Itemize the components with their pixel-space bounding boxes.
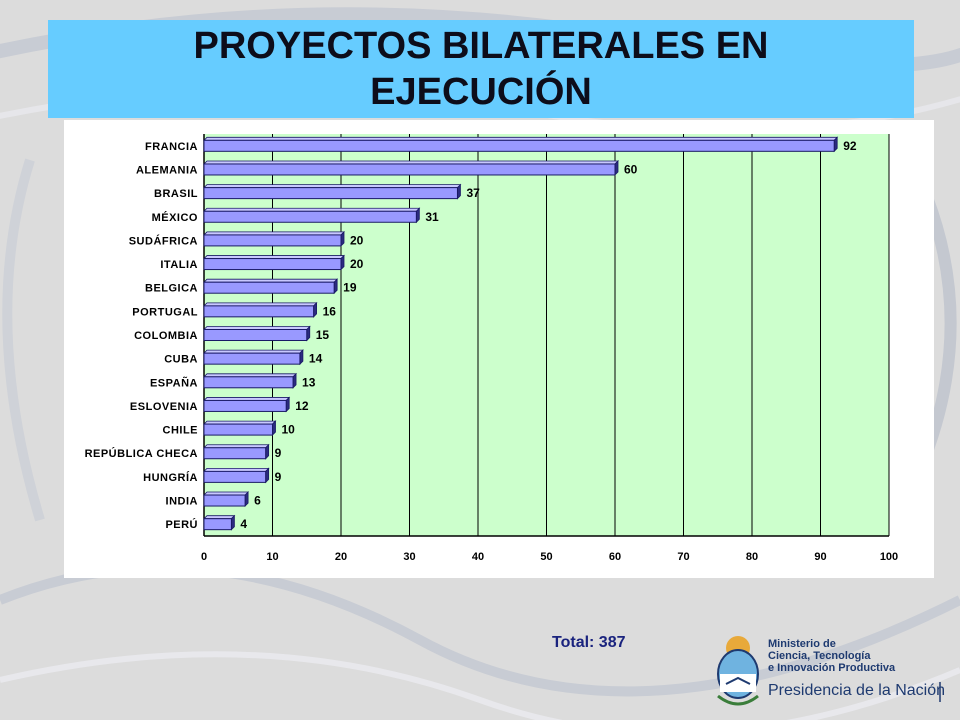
y-category-label: COLOMBIA — [134, 330, 198, 342]
y-category-label: HUNGRÍA — [143, 471, 198, 484]
bar-10 — [203, 376, 294, 389]
x-tick-label: 90 — [814, 551, 826, 563]
bar-14 — [203, 470, 267, 483]
x-tick-label: 60 — [609, 551, 621, 563]
x-tick-label: 100 — [880, 551, 898, 563]
national-emblem-logo — [717, 636, 941, 706]
coat-of-arms-icon — [717, 636, 759, 706]
bar-value-label: 10 — [282, 423, 296, 437]
bar-value-label: 60 — [624, 162, 638, 176]
x-tick-label: 20 — [335, 551, 347, 563]
bar-value-label: 16 — [323, 304, 337, 318]
ministry-line-2: Ciencia, Tecnología — [768, 650, 871, 662]
bar-value-label: 20 — [350, 233, 364, 247]
ministry-line-3: e Innovación Productiva — [768, 662, 896, 674]
y-category-label: MÉXICO — [152, 211, 198, 224]
x-tick-label: 10 — [266, 551, 278, 563]
bar-15 — [203, 494, 246, 507]
y-category-label: ALEMANIA — [136, 164, 198, 176]
x-tick-label: 50 — [540, 551, 552, 563]
total-label: Total: 387 — [552, 634, 626, 651]
y-category-label: CHILE — [163, 425, 199, 437]
x-tick-label: 80 — [746, 551, 758, 563]
bar-11 — [203, 399, 287, 412]
y-category-label: FRANCIA — [145, 141, 198, 153]
y-category-label: REPÚBLICA CHECA — [85, 447, 198, 460]
presidency-name: Presidencia de la Nación — [768, 682, 945, 699]
bar-16 — [203, 518, 232, 531]
bar-9 — [203, 352, 301, 365]
bar-13 — [203, 447, 267, 460]
bar-8 — [203, 329, 308, 341]
bar-0 — [203, 139, 835, 152]
ministry-line-1: Ministerio de — [768, 638, 836, 650]
y-category-label: ESPAÑA — [150, 376, 198, 389]
bar-value-label: 14 — [309, 352, 323, 366]
x-tick-label: 0 — [201, 551, 207, 563]
bar-value-label: 20 — [350, 257, 364, 271]
bar-value-label: 6 — [254, 494, 261, 508]
chart-panel: 0 10 20 30 40 50 60 70 80 90 100 FRANCIA 92 ALEMANIA 6… — [64, 120, 934, 578]
page-title-line-1: PROYECTOS BILATERALES EN — [193, 25, 769, 67]
bar-value-label: 31 — [425, 210, 439, 224]
bar-3 — [203, 210, 417, 223]
y-category-label: SUDÁFRICA — [129, 234, 198, 247]
y-category-label: ESLOVENIA — [130, 401, 198, 413]
bar-7 — [203, 305, 315, 318]
bar-6 — [203, 281, 335, 294]
x-tick-label: 70 — [677, 551, 689, 563]
y-category-label: PORTUGAL — [132, 306, 198, 318]
y-category-label: BRASIL — [154, 188, 198, 200]
y-category-label: BELGICA — [145, 283, 198, 295]
bar-value-label: 9 — [275, 470, 282, 484]
y-category-label: CUBA — [164, 354, 198, 366]
x-tick-label: 40 — [472, 551, 484, 563]
bar-chart: 0 10 20 30 40 50 60 70 80 90 100 FRANCIA 92 ALEMANIA 6… — [85, 134, 898, 563]
bar-value-label: 9 — [275, 446, 282, 460]
y-category-label: PERÚ — [165, 518, 198, 531]
bar-2 — [203, 187, 458, 200]
bar-value-label: 12 — [295, 399, 309, 413]
x-tick-label: 30 — [403, 551, 415, 563]
bar-value-label: 19 — [343, 281, 357, 295]
bar-value-label: 13 — [302, 375, 316, 389]
ministry-name: Ministerio de Ciencia, Tecnología e Inno… — [768, 638, 895, 674]
bar-value-label: 92 — [843, 139, 857, 153]
bar-12 — [203, 423, 273, 436]
bar-1 — [203, 163, 616, 176]
page-title-line-2: EJECUCIÓN — [370, 71, 592, 113]
bar-value-label: 15 — [316, 328, 330, 342]
y-category-label: INDIA — [166, 496, 198, 508]
bar-value-label: 4 — [240, 517, 247, 531]
bar-value-label: 37 — [466, 186, 480, 200]
y-category-label: ITALIA — [160, 259, 198, 271]
bar-5 — [203, 258, 342, 271]
bar-4 — [203, 234, 342, 247]
title-banner: PROYECTOS BILATERALES EN EJECUCIÓN — [48, 20, 914, 118]
